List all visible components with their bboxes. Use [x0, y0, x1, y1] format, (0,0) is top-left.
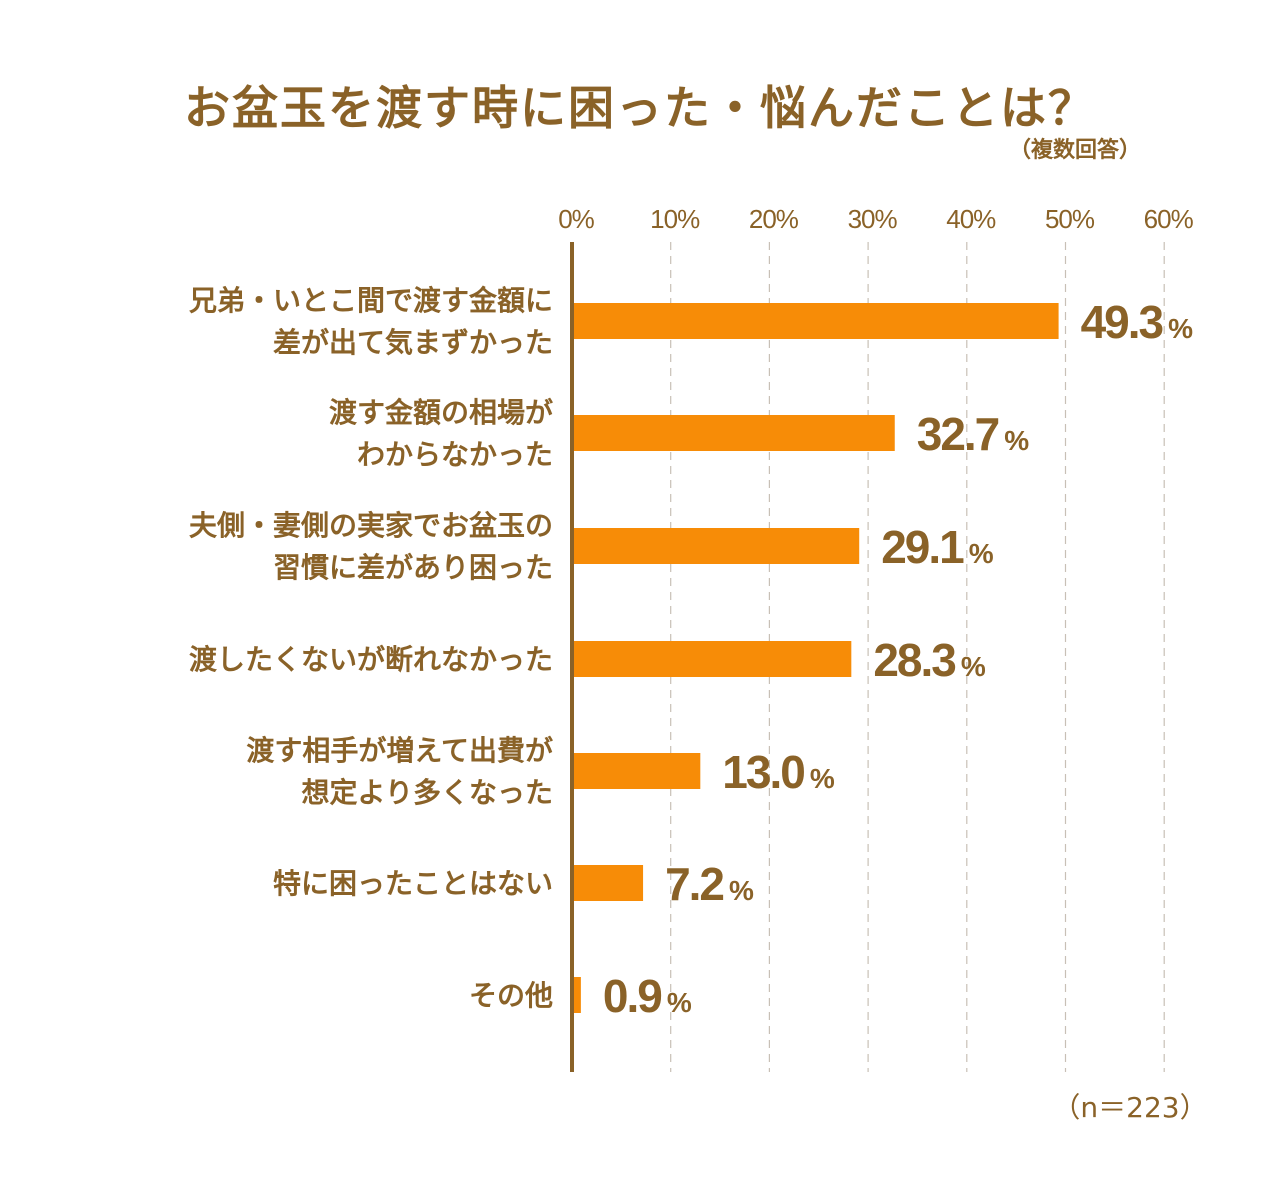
value-number: 29.1 [881, 521, 964, 573]
value-unit: % [810, 763, 835, 794]
x-tick-label: 30% [848, 204, 898, 234]
value-number: 49.3 [1081, 296, 1163, 348]
category-label: 夫側・妻側の実家でお盆玉の [189, 509, 553, 542]
value-number: 0.9 [603, 970, 661, 1022]
value-label: 0.9% [603, 970, 692, 1022]
chart-title: お盆玉を渡す時に困った・悩んだことは？ [184, 81, 1096, 135]
value-unit: % [667, 987, 692, 1018]
value-unit: % [729, 875, 754, 906]
category-label: 渡したくないが断れなかった [189, 643, 553, 676]
x-tick-label: 50% [1045, 204, 1095, 234]
value-number: 32.7 [917, 408, 999, 460]
chart-subtitle: （複数回答） [1008, 138, 1141, 163]
category-label: 想定より多くなった [302, 776, 553, 809]
category-label: 兄弟・いとこ間で渡す金額に [189, 284, 553, 317]
sample-size-note: （n＝223） [1052, 1091, 1208, 1124]
x-tick-label: 40% [946, 204, 996, 234]
category-label: 渡す金額の相場が [329, 396, 553, 429]
value-label: 49.3% [1081, 296, 1194, 348]
x-tick-label: 0% [558, 204, 594, 234]
bar [572, 753, 701, 789]
value-label: 32.7% [917, 408, 1030, 460]
value-number: 13.0 [722, 746, 804, 798]
bar [572, 865, 644, 901]
x-tick-label: 20% [749, 204, 799, 234]
x-tick-label: 10% [650, 204, 700, 234]
category-label: 特に困ったことはない [273, 867, 553, 900]
value-label: 7.2% [665, 858, 754, 910]
value-unit: % [969, 538, 994, 569]
value-label: 29.1% [881, 521, 994, 573]
category-label: 差が出て気まずかった [273, 326, 553, 359]
bar [572, 303, 1059, 339]
bar [572, 528, 860, 564]
value-number: 28.3 [873, 634, 955, 686]
value-label: 28.3% [873, 634, 986, 686]
value-number: 7.2 [665, 858, 723, 910]
value-unit: % [1004, 425, 1029, 456]
category-label: 渡す相手が増えて出費が [246, 734, 553, 767]
bar [572, 641, 852, 677]
value-unit: % [961, 651, 986, 682]
value-unit: % [1168, 313, 1193, 344]
bar [572, 415, 895, 451]
x-tick-label: 60% [1144, 204, 1194, 234]
value-label: 13.0% [722, 746, 835, 798]
category-label: 習慣に差があり困った [273, 551, 553, 584]
category-label: その他 [469, 979, 553, 1012]
category-label: わからなかった [357, 438, 553, 471]
bar [572, 977, 581, 1013]
